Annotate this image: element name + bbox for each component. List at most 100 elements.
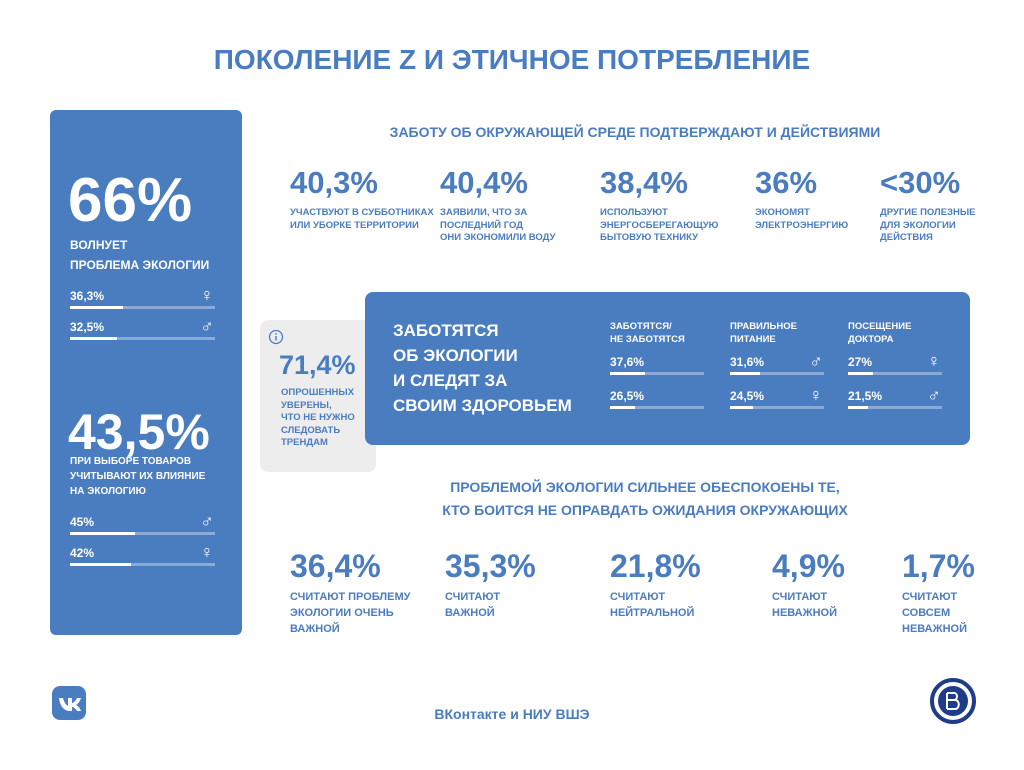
stat-caption: ВАЖНОЙ xyxy=(290,623,340,635)
big-stat: 43,5% xyxy=(68,404,210,460)
gender-symbol: ♂ xyxy=(200,511,214,531)
stat-value: 21,8% xyxy=(610,548,701,584)
card-value: 71,4% xyxy=(279,350,356,380)
bar-track xyxy=(730,372,824,375)
stat-caption: СЧИТАЮТ ПРОБЛЕМУ xyxy=(290,591,411,603)
stat-caption: ИСПОЛЬЗУЮТ xyxy=(600,207,668,218)
section-heading: ЗАБОТУ ОБ ОКРУЖАЮЩЕЙ СРЕДЕ ПОДТВЕРЖДАЮТ … xyxy=(389,124,881,140)
gender-symbol: ♀ xyxy=(200,542,214,562)
bar xyxy=(70,337,118,340)
card-caption: УВЕРЕНЫ, xyxy=(281,399,332,411)
row-label: 42% xyxy=(70,546,95,560)
bar xyxy=(610,372,646,375)
stat-caption: ЗАЯВИЛИ, ЧТО ЗА xyxy=(440,207,528,218)
bar xyxy=(70,563,131,566)
bar-track xyxy=(848,372,942,375)
stat-caption: ЭНЕРГОСБЕРЕГАЮЩУЮ xyxy=(600,219,719,231)
card-caption: ОПРОШЕННЫХ xyxy=(281,387,355,398)
stat-caption: СОВСЕМ xyxy=(902,607,951,619)
caption: ВОЛНУЕТ xyxy=(70,238,128,252)
row-label: 37,6% xyxy=(610,355,645,369)
stat-caption: СЧИТАЮТ xyxy=(772,591,828,603)
row-label: 32,5% xyxy=(70,320,105,334)
bar-track xyxy=(610,406,704,409)
bar xyxy=(610,406,635,409)
big-stat: 66% xyxy=(68,166,193,235)
stat-value: 36% xyxy=(755,165,818,200)
info-card xyxy=(260,320,376,472)
column-header: ЗАБОТЯТСЯ/ xyxy=(610,321,672,332)
card-caption: ЧТО НЕ НУЖНО xyxy=(281,412,355,423)
caption: ПРИ ВЫБОРЕ ТОВАРОВ xyxy=(70,456,192,467)
card-caption: СЛЕДОВАТЬ xyxy=(281,424,341,436)
stat-caption: ЭЛЕКТРОЭНЕРГИЮ xyxy=(755,219,849,231)
stat-caption: СЧИТАЮТ xyxy=(610,591,666,603)
row-label: 31,6% xyxy=(730,355,765,369)
stat-value: 4,9% xyxy=(772,548,845,584)
stat-value: 38,4% xyxy=(600,165,688,200)
bar xyxy=(848,372,874,375)
stat-caption: НЕВАЖНОЙ xyxy=(902,623,967,635)
bar xyxy=(730,372,760,375)
stat-caption: НЕВАЖНОЙ xyxy=(772,607,837,619)
bar xyxy=(848,406,869,409)
gender-symbol: ♂ xyxy=(200,316,214,336)
stat-value: 36,4% xyxy=(290,548,381,584)
row-label: 26,5% xyxy=(610,389,645,403)
stat-value: 35,3% xyxy=(445,548,536,584)
column-header: ПРАВИЛЬНОЕ xyxy=(730,321,797,332)
stat-caption: ЭКОЛОГИИ ОЧЕНЬ xyxy=(290,607,394,619)
column-header: НЕ ЗАБОТЯТСЯ xyxy=(610,334,685,345)
caption: НА ЭКОЛОГИЮ xyxy=(70,486,146,497)
stat-caption: СЧИТАЮТ xyxy=(902,591,958,603)
stat-value: 1,7% xyxy=(902,548,975,584)
bar xyxy=(730,406,754,409)
row-label: 24,5% xyxy=(730,389,765,403)
column-header: ДОКТОРА xyxy=(848,334,894,345)
bar-track xyxy=(848,406,942,409)
row-label: 45% xyxy=(70,515,95,529)
box-heading: СВОИМ ЗДОРОВЬЕМ xyxy=(393,396,572,415)
row-label: 21,5% xyxy=(848,389,883,403)
left-panel xyxy=(50,110,242,635)
stat-caption: СЧИТАЮТ xyxy=(445,591,501,603)
stat-caption: ИЛИ УБОРКЕ ТЕРРИТОРИИ xyxy=(290,219,419,231)
bar-track xyxy=(70,532,215,535)
vk-logo xyxy=(52,686,86,720)
gender-symbol: ♀ xyxy=(809,385,823,405)
caption: ПРОБЛЕМА ЭКОЛОГИИ xyxy=(70,258,210,272)
stat-caption: НЕЙТРАЛЬНОЙ xyxy=(610,607,695,619)
bar xyxy=(70,532,136,535)
gender-symbol: ♀ xyxy=(927,351,941,371)
bar-track xyxy=(70,306,215,309)
info-icon xyxy=(268,329,284,345)
row-label: 27% xyxy=(848,355,873,369)
health-box xyxy=(365,292,970,445)
box-heading: И СЛЕДЯТ ЗА xyxy=(393,371,508,390)
box-heading: ОБ ЭКОЛОГИИ xyxy=(393,346,518,365)
card-caption: ТРЕНДАМ xyxy=(281,437,328,448)
bar xyxy=(70,306,123,309)
column-header: ПИТАНИЕ xyxy=(730,334,776,345)
bar-track xyxy=(70,337,215,340)
stat-caption: ДЛЯ ЭКОЛОГИИ xyxy=(880,219,956,231)
bar-track xyxy=(730,406,824,409)
stat-value: 40,4% xyxy=(440,165,528,200)
stat-caption: ДЕЙСТВИЯ xyxy=(880,232,933,243)
bar-track xyxy=(70,563,215,566)
stat-caption: БЫТОВУЮ ТЕХНИКУ xyxy=(600,232,699,243)
caption: УЧИТЫВАЮТ ИХ ВЛИЯНИЕ xyxy=(70,471,206,482)
credit: ВКонтакте и НИУ ВШЭ xyxy=(434,706,590,722)
stat-value: <30% xyxy=(880,165,961,200)
row-label: 36,3% xyxy=(70,289,105,303)
stat-value: 40,3% xyxy=(290,165,378,200)
stat-caption: ДРУГИЕ ПОЛЕЗНЫЕ xyxy=(880,207,976,218)
gender-symbol: ♂ xyxy=(809,351,823,371)
stat-caption: ВАЖНОЙ xyxy=(445,607,495,619)
box-heading: ЗАБОТЯТСЯ xyxy=(393,321,499,340)
stat-caption: ОНИ ЭКОНОМИЛИ ВОДУ xyxy=(440,232,556,243)
section-heading: ПРОБЛЕМОЙ ЭКОЛОГИИ СИЛЬНЕЕ ОБЕСПОКОЕНЫ Т… xyxy=(450,479,840,495)
title: ПОКОЛЕНИЕ Z И ЭТИЧНОЕ ПОТРЕБЛЕНИЕ xyxy=(213,44,811,75)
section-heading: КТО БОИТСЯ НЕ ОПРАВДАТЬ ОЖИДАНИЯ ОКРУЖАЮ… xyxy=(442,502,848,518)
